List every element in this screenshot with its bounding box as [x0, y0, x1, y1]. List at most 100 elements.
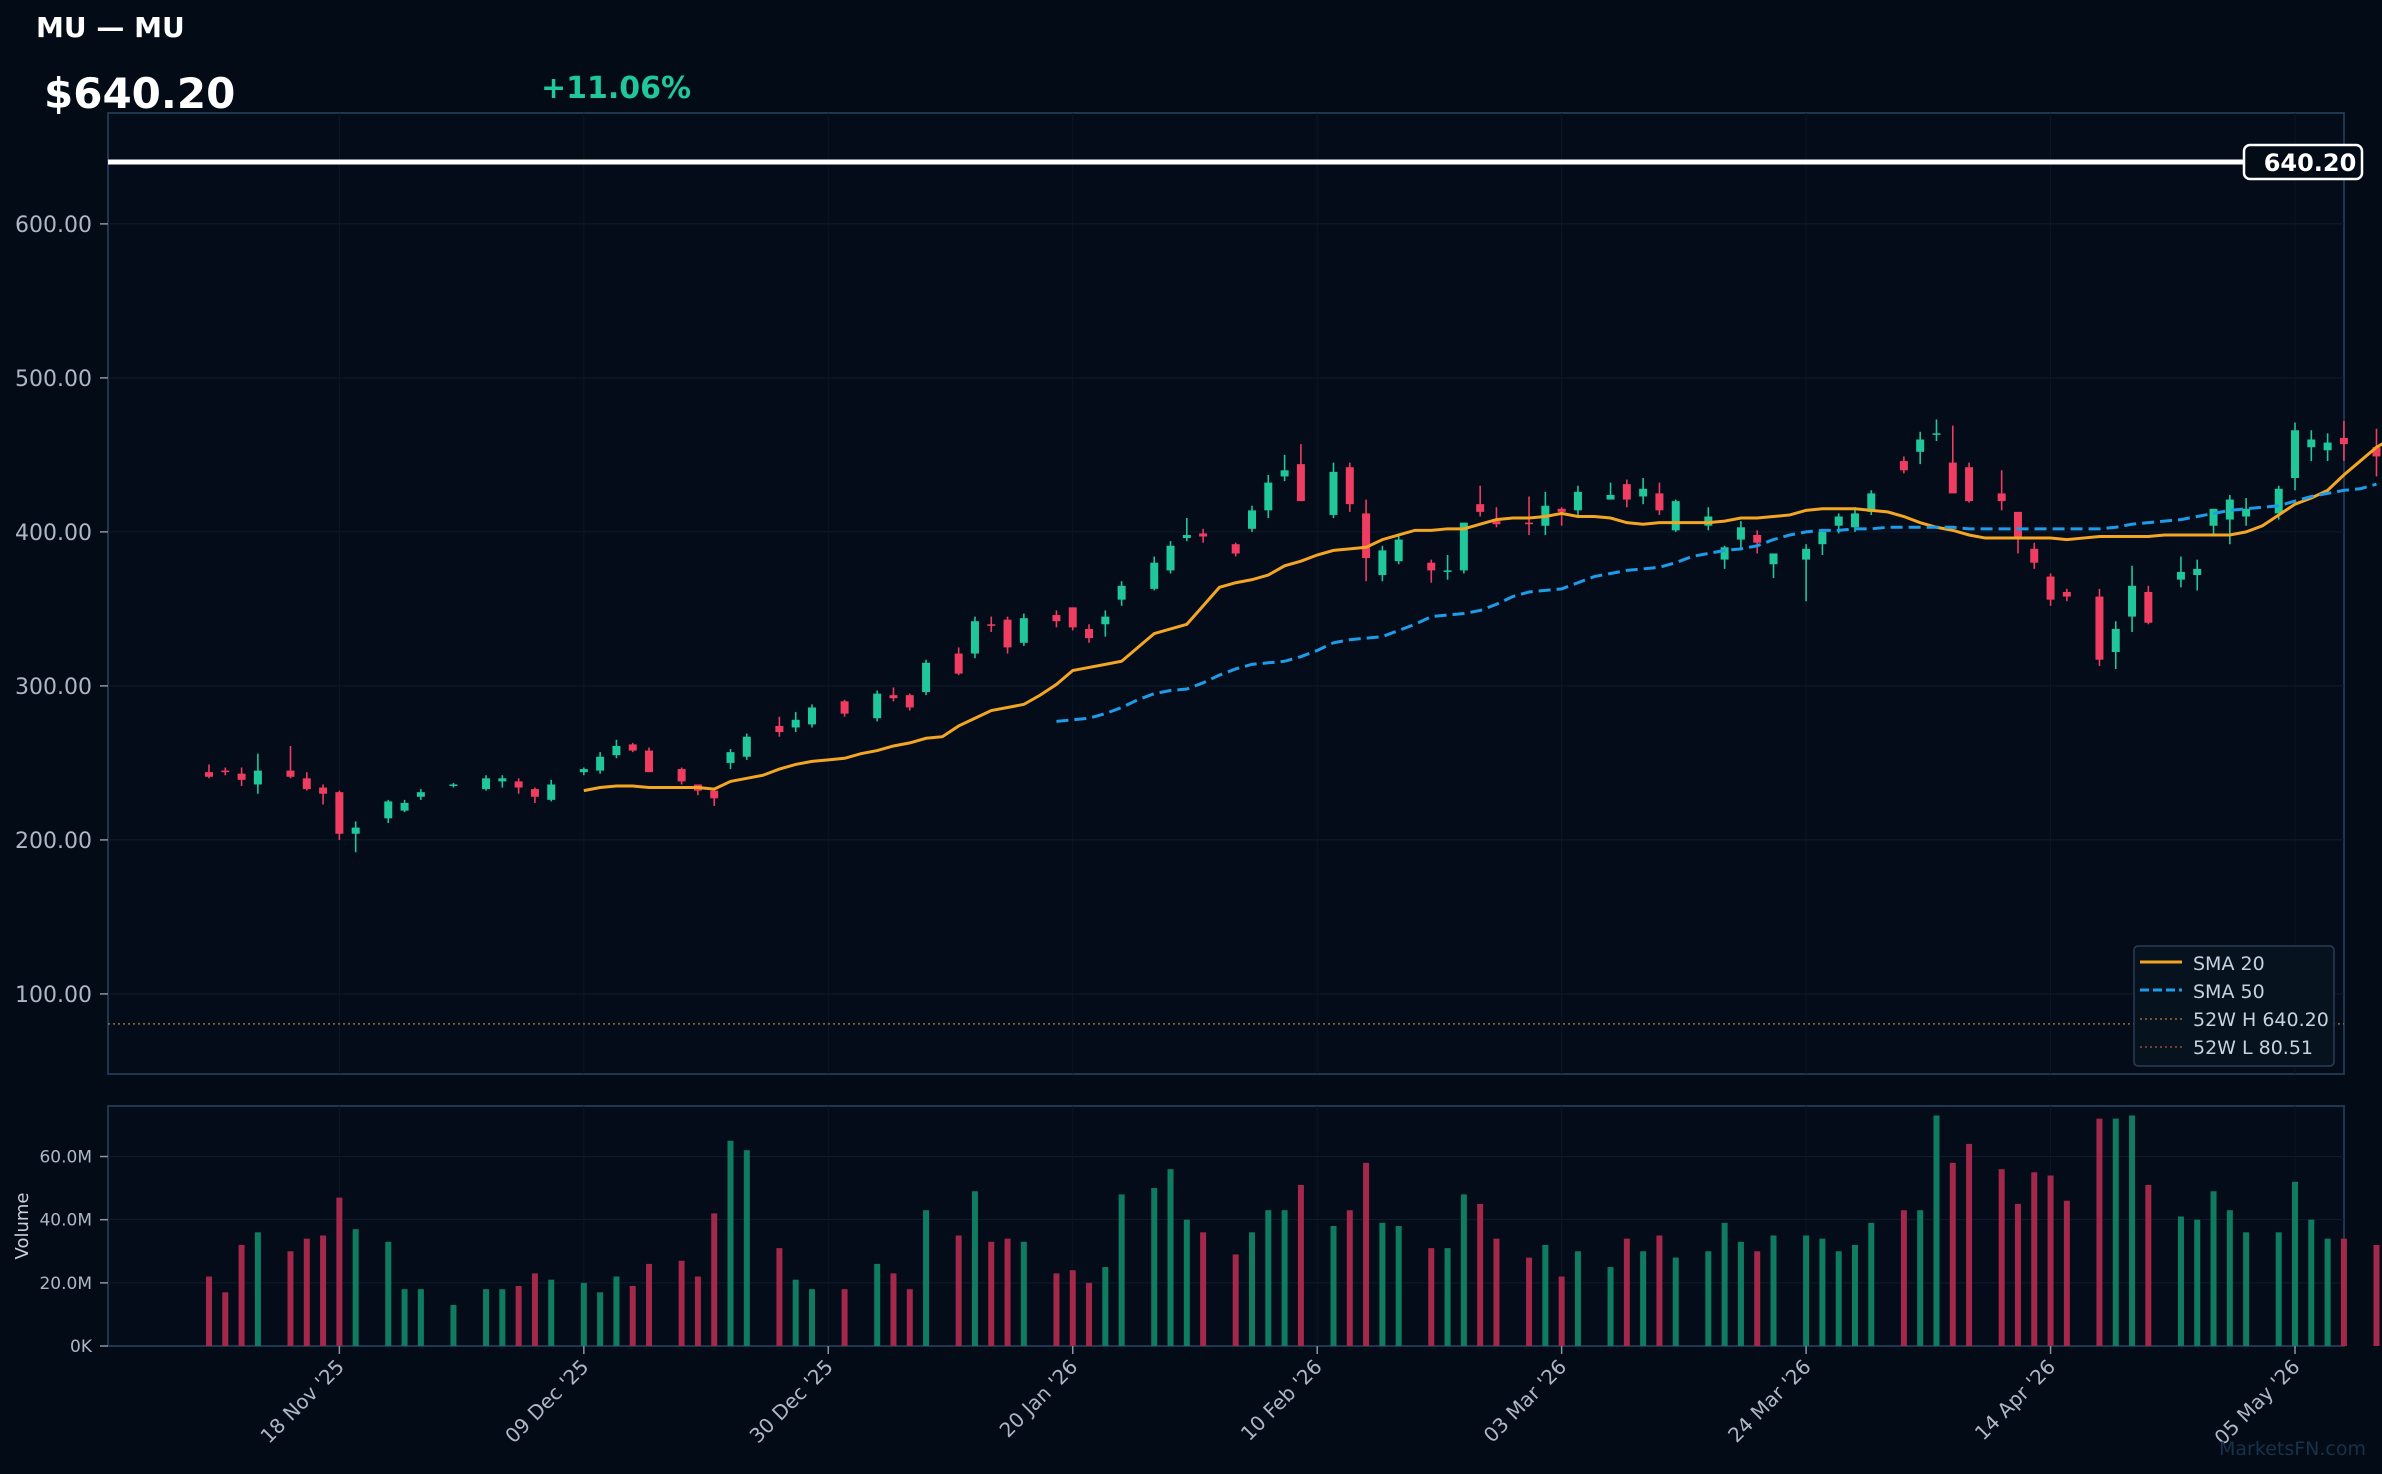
candle-body: [286, 770, 295, 777]
candle-body: [1166, 545, 1175, 571]
volume-bar: [1933, 1115, 1940, 1346]
candle-body: [1899, 461, 1908, 471]
volume-bar: [1086, 1282, 1093, 1346]
candle-body: [726, 752, 735, 763]
volume-bar: [1705, 1251, 1712, 1346]
candle-body: [1948, 462, 1957, 494]
candle-body: [1476, 504, 1485, 512]
volume-axis-label: Volume: [12, 1193, 33, 1260]
price-tick-label: 500.00: [15, 367, 92, 392]
price-tag: 640.20: [2242, 143, 2364, 181]
volume-bar: [1183, 1219, 1190, 1346]
volume-panel-frame: [107, 1105, 2345, 1347]
volume-bar: [597, 1292, 604, 1346]
volume-bar: [694, 1276, 701, 1346]
volume-bar: [1558, 1276, 1565, 1346]
volume-tick-label: 0K: [70, 1337, 93, 1357]
candle-body: [791, 719, 800, 728]
volume-bar: [336, 1197, 343, 1346]
candle-body: [1965, 467, 1974, 502]
candle-body: [530, 789, 539, 797]
volume-bar: [1623, 1238, 1630, 1346]
volume-bar: [2275, 1232, 2282, 1346]
volume-bar: [1151, 1188, 1158, 1346]
price-tick-label: 200.00: [15, 829, 92, 854]
volume-panel: 0K 20.0M 40.0M 60.0M Volume: [12, 1105, 2380, 1357]
volume-bar: [1966, 1143, 1973, 1346]
volume-bar: [1998, 1169, 2005, 1346]
candle-body: [1150, 562, 1159, 589]
candle-body: [612, 745, 621, 756]
volume-bar: [1460, 1194, 1467, 1346]
volume-bar: [1493, 1238, 1500, 1346]
volume-bar: [1379, 1222, 1386, 1346]
volume-bar: [1949, 1162, 1956, 1346]
volume-bar: [1542, 1244, 1549, 1346]
candle-body: [1003, 619, 1012, 648]
volume-bar: [743, 1150, 750, 1346]
legend-box: [2133, 945, 2335, 1067]
volume-bar: [1574, 1251, 1581, 1346]
candle-body: [319, 787, 328, 794]
candle-body: [1394, 539, 1403, 562]
volume-bar: [1118, 1194, 1125, 1346]
candle-body: [1231, 544, 1240, 554]
volume-bar: [1053, 1273, 1060, 1346]
volume-bar: [2308, 1219, 2315, 1346]
candle-body: [2128, 585, 2137, 617]
volume-bar: [1607, 1267, 1614, 1346]
volume-bar: [254, 1232, 261, 1346]
candle-body: [2046, 576, 2055, 600]
ticker-title: MU — MU: [36, 11, 185, 44]
candle-body: [2111, 628, 2120, 653]
volume-bar: [2373, 1244, 2380, 1346]
volume-bar: [2145, 1184, 2152, 1346]
candle-body: [677, 769, 686, 782]
candle-body: [514, 781, 523, 788]
candle-body: [449, 784, 458, 787]
sma50-line: [1056, 482, 2377, 723]
candle-body: [1101, 616, 1110, 625]
candle-body: [400, 802, 409, 811]
candle-body: [1850, 513, 1859, 528]
volume-bar: [646, 1263, 653, 1346]
candle-body: [1704, 516, 1713, 526]
legend-high-label: 52W H 640.20: [2193, 1009, 2329, 1031]
candle-body: [1557, 508, 1566, 512]
candle-body: [2307, 439, 2316, 448]
volume-bar: [238, 1244, 245, 1346]
volume-bar: [988, 1241, 995, 1346]
volume-bar: [1330, 1226, 1337, 1346]
candle-body: [498, 778, 507, 782]
candle-body: [2176, 571, 2185, 580]
price-tick-label: 600.00: [15, 213, 92, 238]
volume-bar: [1020, 1241, 1027, 1346]
candle-body: [1362, 513, 1371, 559]
candle-body: [710, 790, 719, 799]
volume-bar: [1395, 1226, 1402, 1346]
price-tag-box: [2242, 143, 2364, 181]
candle-body: [1818, 531, 1827, 545]
candle-body: [1769, 553, 1778, 565]
volume-bar: [2226, 1210, 2233, 1346]
volume-bar: [1754, 1251, 1761, 1346]
candle-body: [2242, 508, 2251, 517]
candle-body: [2323, 442, 2332, 451]
volume-bar: [2243, 1232, 2250, 1346]
candle-body: [2339, 437, 2348, 445]
volume-bar: [906, 1289, 913, 1346]
volume-bar: [2014, 1203, 2021, 1346]
candle-body: [2062, 591, 2071, 597]
candle-body: [1199, 533, 1208, 537]
candle-body: [1085, 628, 1094, 639]
candle-body: [1622, 484, 1631, 500]
volume-bar: [629, 1286, 636, 1346]
candle-body: [1443, 570, 1452, 572]
candle-body: [922, 662, 931, 693]
candle-body: [1932, 433, 1941, 435]
candle-body: [1248, 510, 1257, 529]
candle-body: [1573, 491, 1582, 511]
candle-body: [775, 725, 784, 733]
volume-bar: [2031, 1172, 2038, 1346]
price-tick-label: 300.00: [15, 675, 92, 700]
